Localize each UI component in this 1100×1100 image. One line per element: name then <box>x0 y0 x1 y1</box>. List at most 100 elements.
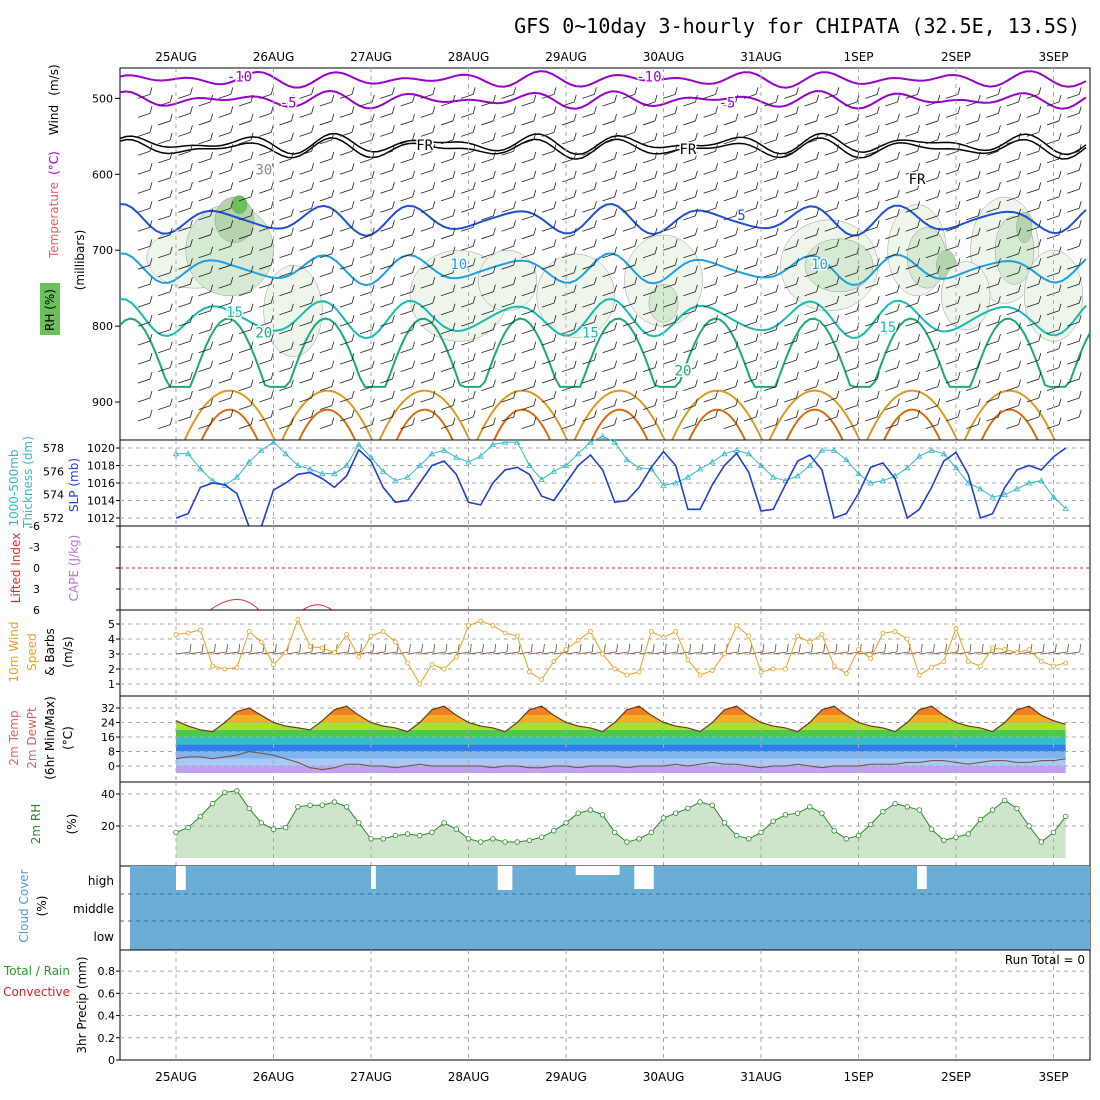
wind-barb <box>137 409 153 422</box>
wind-speed-point <box>587 629 593 634</box>
temp-band <box>176 744 1066 752</box>
rh2m-point <box>246 805 252 812</box>
thickness-point <box>1013 485 1021 492</box>
rh2m-point <box>258 820 265 826</box>
wind-barb <box>158 322 173 335</box>
wind-barb <box>1067 220 1082 232</box>
thickness-point <box>855 470 862 477</box>
wind-barb <box>501 371 516 384</box>
lifted-index-label: Lifted Index <box>9 533 23 604</box>
wind-barb <box>663 220 678 232</box>
wind-speed-point <box>490 623 496 628</box>
contour-25-arch <box>573 389 666 441</box>
wind-barb <box>1026 409 1042 422</box>
rh2m-point <box>636 836 642 842</box>
wind-speed-point <box>344 632 350 637</box>
wind-barb <box>622 239 638 251</box>
wind-barb <box>622 144 638 156</box>
wind-barb <box>299 182 314 194</box>
wind-barb <box>764 170 779 183</box>
wind-barb <box>764 246 779 259</box>
wind-barb <box>541 239 557 251</box>
wind-barb <box>541 277 557 289</box>
wind-barb <box>1006 284 1021 297</box>
wind-barb <box>602 417 617 429</box>
wind-speed-point <box>380 629 386 634</box>
wind-barb <box>279 379 294 392</box>
minmax-label: (6hr Min/Max) <box>43 696 57 780</box>
wind-speed-point <box>429 662 435 667</box>
rh2m-point <box>563 820 569 826</box>
wind-barb <box>360 379 375 392</box>
wind-barb <box>925 227 941 240</box>
contour-30-arch <box>590 408 649 441</box>
wind-barb <box>784 277 799 289</box>
wind-barb <box>986 352 1001 365</box>
wind-barb <box>885 379 900 392</box>
wind-barb <box>764 132 779 145</box>
wind-barb <box>279 417 294 429</box>
wind-barb <box>905 333 920 346</box>
wind-barb <box>582 239 597 251</box>
wind-barb <box>541 220 557 232</box>
rh2m-point <box>941 837 947 844</box>
wind-barb <box>259 220 274 232</box>
thickness-unit-label: Thickness (dm) <box>21 436 35 529</box>
rh2m-point <box>892 800 898 807</box>
barb-10m <box>212 643 228 655</box>
wind-barb <box>541 371 557 384</box>
wind-barb <box>1026 182 1042 194</box>
temp-band <box>176 766 1066 774</box>
wind-barb <box>562 398 577 411</box>
thickness-point <box>879 477 887 484</box>
wind-barb <box>360 303 375 316</box>
wind-barb <box>824 201 840 213</box>
rh2m-point <box>1050 829 1057 836</box>
wind-barb <box>925 322 941 335</box>
wind-speed-point <box>831 663 837 669</box>
wind-barb <box>602 360 617 373</box>
contour-label: FR <box>909 172 926 188</box>
wind-barb <box>1006 113 1021 126</box>
wind-barb <box>582 106 597 118</box>
wind-barb <box>824 144 840 156</box>
wind-barb <box>137 201 153 213</box>
wind-barb <box>541 409 557 422</box>
wind-speed-point <box>1014 650 1020 655</box>
rh2m-point <box>502 839 508 845</box>
thickness-point <box>660 482 667 488</box>
thickness-point <box>818 447 826 453</box>
wind-barb <box>743 390 759 403</box>
wind-barb <box>178 239 193 251</box>
wind-barb <box>279 189 294 202</box>
wind-barb <box>966 170 981 183</box>
wind-barb <box>824 409 840 422</box>
wind-barb <box>885 284 900 297</box>
thickness-point <box>623 456 631 463</box>
wind-barb <box>501 106 516 118</box>
wind-barb <box>218 296 234 308</box>
rh2m-point <box>465 836 472 842</box>
barb-10m <box>760 643 777 655</box>
wind-barb <box>804 341 819 354</box>
wind-barb <box>178 106 193 118</box>
wind-barb <box>602 189 617 202</box>
wind-barb <box>885 341 900 354</box>
thickness-point <box>794 472 801 479</box>
barb-10m <box>505 643 521 655</box>
wind-barb <box>1067 371 1082 384</box>
rh2m-point <box>1062 813 1069 820</box>
wind-barb <box>562 151 577 164</box>
wind-barb <box>562 303 577 316</box>
wind-barb <box>481 113 496 126</box>
wind-barb <box>663 182 678 194</box>
wind-barb <box>420 352 436 365</box>
wind-barb <box>158 360 173 373</box>
wind-barb <box>1026 201 1042 213</box>
wind-barb <box>622 296 638 308</box>
wind-barb <box>178 390 193 403</box>
wind-barb <box>663 390 678 403</box>
wind-speed-point <box>977 663 983 669</box>
wind-barb <box>582 371 597 384</box>
thickness-point <box>538 476 545 482</box>
